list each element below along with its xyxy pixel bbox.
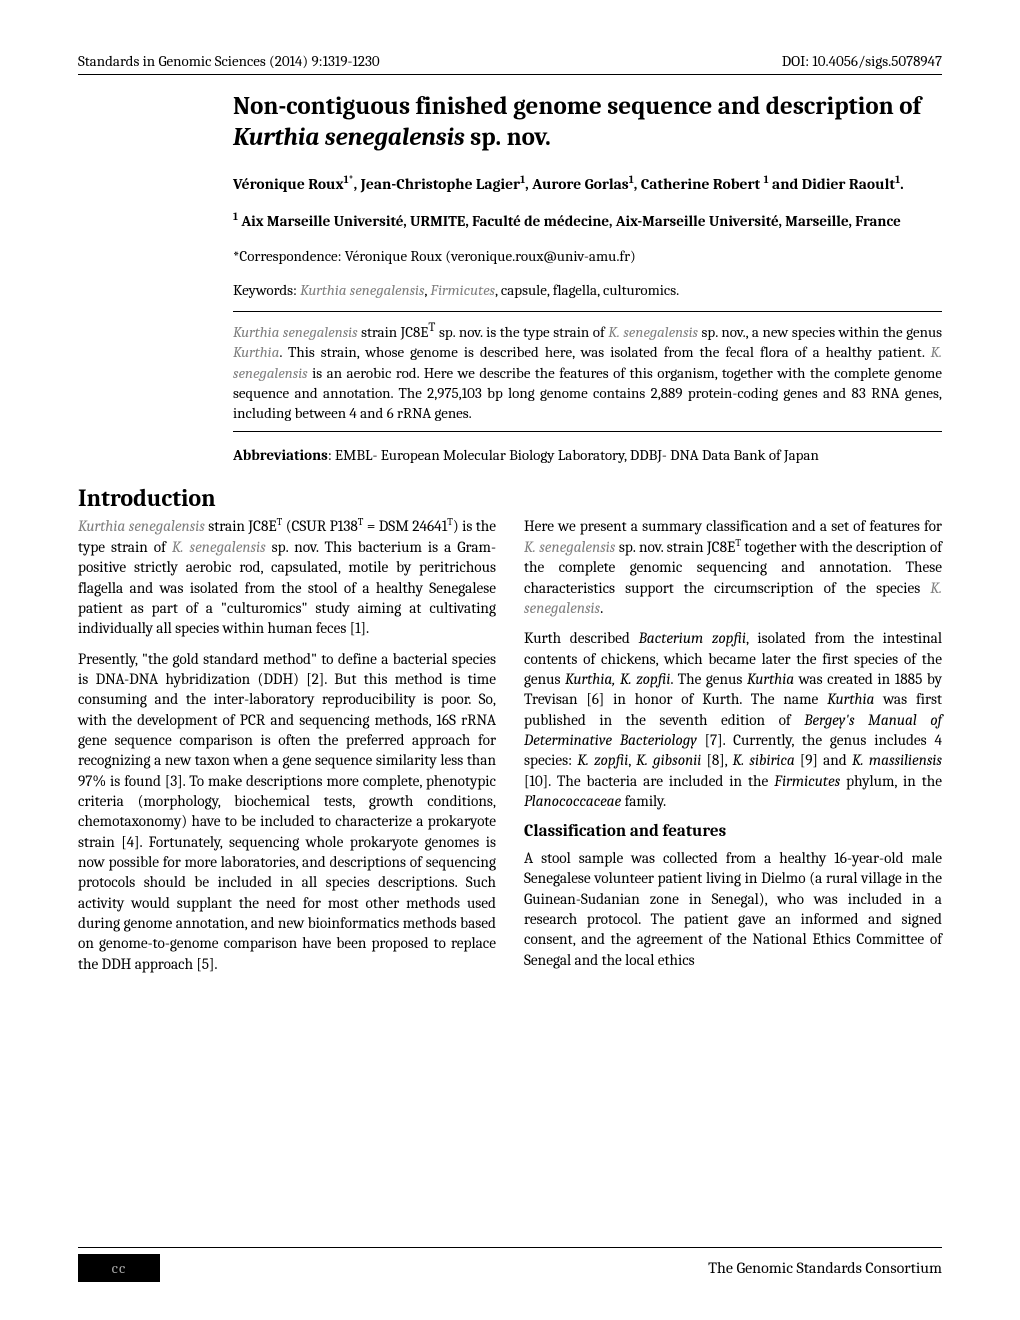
- species-name: K. zopfii: [577, 751, 628, 769]
- species-name: K. gibsonii: [636, 751, 701, 769]
- paragraph: Presently, "the gold standard method" to…: [78, 649, 496, 975]
- species-name: K. massiliensis: [852, 751, 942, 769]
- species-name: Bacterium zopfii: [639, 629, 746, 647]
- body-text: sp. nov. strain JC8E: [615, 538, 735, 556]
- body-text: (CSUR P138: [282, 518, 358, 536]
- phylum-name: Firmicutes: [774, 772, 840, 790]
- cc-license-icon: cc: [78, 1254, 160, 1282]
- article-title: Non-contiguous finished genome sequence …: [233, 91, 942, 154]
- species-name: Kurthia senegalensis: [78, 518, 205, 536]
- species-name: K. sibirica: [732, 751, 794, 769]
- body-text: [8],: [701, 751, 732, 769]
- abbreviations: Abbreviations: EMBL- European Molecular …: [233, 446, 942, 464]
- paragraph: Kurth described Bacterium zopfii, isolat…: [524, 628, 942, 811]
- title-text: Non-contiguous finished genome sequence …: [233, 92, 921, 121]
- species-name: K. senegalensis: [524, 538, 615, 556]
- paragraph: Here we present a summary classification…: [524, 516, 942, 618]
- abstract-text: . This strain, whose genome is described…: [279, 343, 930, 361]
- body-text: [10]. The bacteria are included in the: [524, 772, 774, 790]
- abstract-text: sp. nov., a new species within the genus: [698, 323, 942, 341]
- body-text: family.: [621, 792, 666, 810]
- journal-citation: Standards in Genomic Sciences (2014) 9:1…: [78, 52, 380, 70]
- body-text: [9] and: [795, 751, 852, 769]
- abstract-text: sp. nov. is the type strain of: [435, 323, 608, 341]
- section-heading: Introduction: [78, 484, 942, 512]
- abstract: Kurthia senegalensis strain JC8ET sp. no…: [233, 320, 942, 432]
- title-suffix: sp. nov.: [465, 123, 551, 152]
- subsection-heading: Classification and features: [524, 821, 942, 844]
- body-columns: Kurthia senegalensis strain JC8ET (CSUR …: [78, 516, 942, 982]
- body-text: Presently, "the gold standard method" to…: [78, 650, 496, 953]
- genus-name: Kurthia: [827, 690, 874, 708]
- body-text: .: [600, 599, 603, 617]
- keywords-label: Keywords:: [233, 281, 300, 299]
- family-name: Planococcaceae: [524, 792, 621, 810]
- title-species: Kurthia senegalensis: [233, 123, 465, 152]
- abstract-text: strain JC8E: [358, 323, 429, 341]
- page-header: Standards in Genomic Sciences (2014) 9:1…: [78, 52, 942, 75]
- body-text: . The genus: [670, 670, 747, 688]
- keyword-1: Kurthia senegalensis: [300, 281, 424, 299]
- body-text: = DSM 24641: [363, 518, 447, 536]
- body-text: Here we present a summary classification…: [524, 517, 942, 535]
- authors: Véronique Roux1*, Jean-Christophe Lagier…: [233, 172, 942, 196]
- keywords: Keywords: Kurthia senegalensis, Firmicut…: [233, 281, 942, 312]
- species-name: Kurthia, K. zopfii: [565, 670, 670, 688]
- body-text: ,: [628, 751, 636, 769]
- genus-name: Kurthia: [747, 670, 794, 688]
- abstract-text: is an aerobic rod. Here we describe the …: [233, 364, 942, 423]
- body-text: phylum, in the: [840, 772, 942, 790]
- introduction-section: Introduction Kurthia senegalensis strain…: [78, 484, 942, 982]
- paragraph: Kurthia senegalensis strain JC8ET (CSUR …: [78, 516, 496, 638]
- species-name: K. senegalensis: [172, 538, 266, 556]
- abbreviations-label: Abbreviations: [233, 446, 328, 464]
- abstract-genus: Kurthia: [233, 343, 279, 361]
- doi: DOI: 10.4056/sigs.5078947: [782, 52, 942, 70]
- correspondence: *Correspondence: Véronique Roux (veroniq…: [233, 247, 942, 265]
- abstract-species: Kurthia senegalensis: [233, 323, 358, 341]
- keywords-rest: , capsule, flagella, culturomics.: [495, 281, 679, 299]
- keyword-2: Firmicutes: [430, 281, 495, 299]
- footer-text: The Genomic Standards Consortium: [708, 1259, 942, 1277]
- cc-text: cc: [112, 1259, 127, 1277]
- page-footer: cc The Genomic Standards Consortium: [78, 1247, 942, 1282]
- paragraph: A stool sample was collected from a heal…: [524, 848, 942, 970]
- body-text: strain JC8E: [205, 518, 277, 536]
- abbreviations-text: : EMBL- European Molecular Biology Labor…: [328, 446, 819, 464]
- abstract-species: K. senegalensis: [608, 323, 698, 341]
- body-text: Kurth described: [524, 629, 639, 647]
- affiliation: 1 Aix Marseille Université, URMITE, Facu…: [233, 210, 942, 231]
- article-front-matter: Non-contiguous finished genome sequence …: [233, 91, 942, 464]
